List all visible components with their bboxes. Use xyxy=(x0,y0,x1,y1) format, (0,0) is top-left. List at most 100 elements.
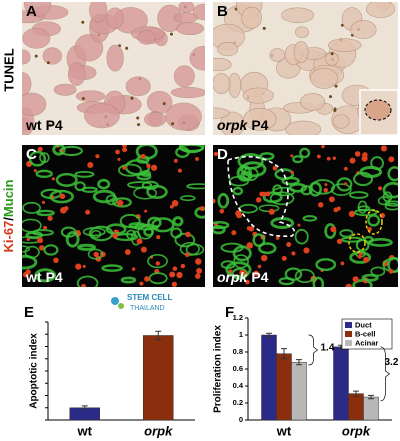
texture xyxy=(213,224,226,235)
texture xyxy=(340,261,345,266)
texture-group xyxy=(22,2,205,135)
texture xyxy=(22,254,38,270)
panel-letter: B xyxy=(217,3,228,20)
texture xyxy=(217,192,230,209)
texture xyxy=(93,251,99,258)
texture xyxy=(47,215,53,221)
texture xyxy=(285,120,322,135)
bar xyxy=(363,396,379,421)
texture xyxy=(147,253,168,269)
texture xyxy=(257,264,262,269)
texture xyxy=(22,92,47,117)
texture xyxy=(53,257,59,264)
texture xyxy=(272,186,296,197)
texture xyxy=(176,22,205,36)
texture xyxy=(189,45,205,71)
texture xyxy=(148,272,168,285)
texture xyxy=(177,168,182,173)
texture xyxy=(39,245,45,251)
error-bar xyxy=(266,332,272,338)
texture xyxy=(312,276,325,287)
bar xyxy=(348,393,364,421)
texture xyxy=(137,30,156,45)
texture xyxy=(361,155,368,162)
texture xyxy=(293,40,309,63)
annotation: 1.4 xyxy=(321,342,335,353)
texture xyxy=(262,26,266,30)
texture xyxy=(259,191,265,197)
texture xyxy=(352,276,359,283)
texture xyxy=(354,151,361,157)
texture xyxy=(302,215,318,222)
texture xyxy=(388,268,394,274)
genotype: wt xyxy=(25,117,42,133)
bracket xyxy=(308,334,319,366)
texture xyxy=(308,181,322,197)
texture xyxy=(156,235,161,240)
legend-label: Acinar xyxy=(355,338,378,347)
texture xyxy=(330,226,337,233)
x-tick-label: orpk xyxy=(144,423,173,438)
texture xyxy=(328,196,335,203)
texture xyxy=(75,263,82,270)
texture xyxy=(144,276,150,282)
texture xyxy=(125,229,137,240)
logo xyxy=(111,297,119,305)
panel-caption: wt P4 xyxy=(25,269,63,285)
texture xyxy=(348,191,369,199)
texture xyxy=(173,158,178,163)
texture xyxy=(353,171,374,187)
texture xyxy=(382,191,393,203)
panel-letter: A xyxy=(26,3,37,20)
row-label-part: / xyxy=(1,217,16,221)
texture xyxy=(253,270,259,277)
texture xyxy=(382,181,398,199)
bar xyxy=(333,346,349,421)
outline xyxy=(365,209,383,235)
texture xyxy=(77,243,96,251)
y-tick-label: 0 xyxy=(239,415,243,424)
bracket xyxy=(380,346,391,402)
texture xyxy=(350,20,377,40)
texture xyxy=(213,198,216,204)
outline xyxy=(348,233,366,253)
texture xyxy=(173,65,195,88)
texture xyxy=(136,238,143,245)
texture xyxy=(225,261,252,278)
texture xyxy=(275,236,280,240)
texture xyxy=(84,103,120,129)
texture xyxy=(297,223,301,227)
texture xyxy=(67,62,86,86)
micrograph xyxy=(22,145,205,287)
genotype: orpk xyxy=(217,117,249,133)
texture xyxy=(131,267,136,271)
texture xyxy=(81,186,98,193)
texture xyxy=(265,191,271,197)
x-tick-label: wt xyxy=(77,423,93,438)
texture xyxy=(323,187,328,193)
texture xyxy=(137,225,154,240)
texture xyxy=(281,255,287,261)
annotation: 3.2 xyxy=(385,357,399,368)
watermark-text: STEM CELL xyxy=(127,293,172,302)
texture xyxy=(241,6,262,29)
texture xyxy=(76,275,99,287)
texture xyxy=(25,231,44,240)
texture xyxy=(43,225,47,230)
texture xyxy=(81,283,87,287)
texture xyxy=(82,227,106,237)
texture xyxy=(33,169,37,173)
texture xyxy=(155,261,161,266)
texture xyxy=(171,200,179,207)
texture xyxy=(87,248,104,260)
texture xyxy=(116,199,124,207)
outline xyxy=(227,155,296,237)
y-axis-label: Proliferation index xyxy=(213,325,224,413)
texture xyxy=(92,189,117,204)
texture xyxy=(255,197,262,203)
texture xyxy=(334,84,338,88)
texture xyxy=(170,87,205,99)
x-tick-label: orpk xyxy=(342,423,371,438)
y-tick-label: 0.6 xyxy=(233,364,243,373)
texture xyxy=(378,186,383,191)
